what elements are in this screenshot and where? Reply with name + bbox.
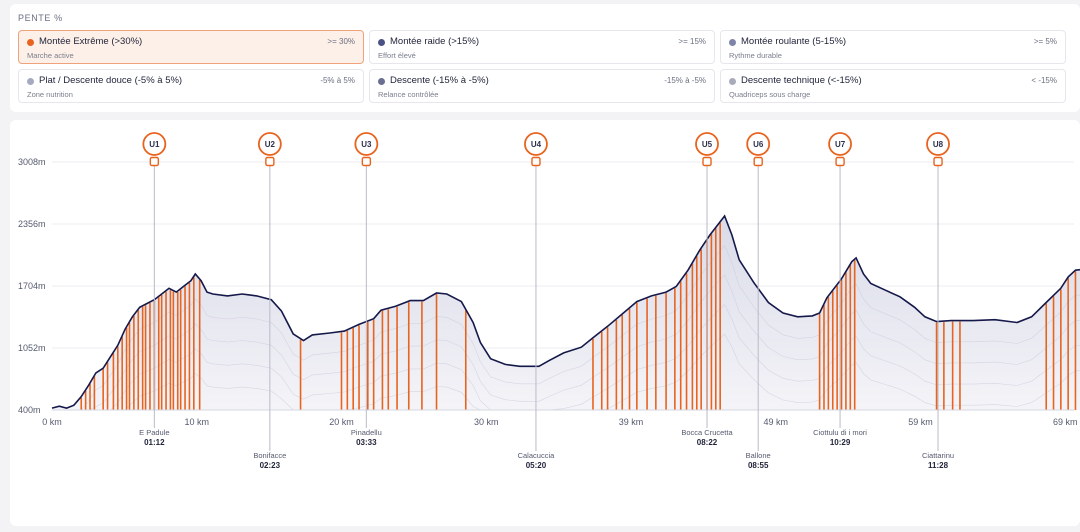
- checkpoint-name: E Padule: [139, 428, 169, 437]
- checkpoint-id: U5: [702, 140, 713, 149]
- checkpoint-id: U6: [753, 140, 764, 149]
- checkpoint-name: Ciattarinu: [922, 451, 954, 460]
- legend-item-description: Marche active: [27, 51, 74, 60]
- y-tick-label: 400m: [18, 405, 41, 415]
- checkpoint-time: 08:22: [697, 438, 718, 447]
- legend-item-range: -5% à 5%: [320, 76, 355, 85]
- checkpoint-name: Ballone: [746, 451, 771, 460]
- checkpoint-badge[interactable]: [257, 132, 282, 156]
- checkpoint-handle[interactable]: [149, 156, 160, 167]
- legend-color-dot-icon: [378, 39, 385, 46]
- checkpoint-badge[interactable]: [828, 132, 852, 156]
- checkpoint-handle[interactable]: [702, 156, 712, 167]
- legend-color-dot-icon: [729, 78, 736, 85]
- y-tick-label: 2356m: [18, 219, 46, 229]
- x-tick-label: 10 km: [184, 417, 209, 427]
- checkpoint-name: Bonifacce: [253, 451, 286, 460]
- legend-item-description: Effort élevé: [378, 51, 416, 60]
- checkpoint-id: U3: [361, 140, 372, 149]
- legend-color-dot-icon: [27, 78, 34, 85]
- legend-item-label: Descente (-15% à -5%): [390, 75, 489, 86]
- checkpoint-name: Ciottulu di i mori: [813, 428, 867, 437]
- checkpoint-id: U7: [835, 140, 846, 149]
- legend-item-label: Plat / Descente douce (-5% à 5%): [39, 75, 183, 86]
- checkpoint-id: U2: [265, 140, 276, 149]
- checkpoint-marker[interactable]: U1: [142, 132, 167, 167]
- checkpoint-marker[interactable]: U6: [746, 132, 771, 167]
- checkpoint-badge[interactable]: [524, 132, 548, 156]
- checkpoint-marker[interactable]: U8: [926, 132, 950, 167]
- legend-item-range: >= 30%: [327, 37, 355, 46]
- checkpoint-handle[interactable]: [753, 156, 763, 167]
- legend-item-range: >= 15%: [678, 37, 706, 46]
- x-tick-label: 69 km: [1053, 417, 1078, 427]
- checkpoint-badge[interactable]: [695, 132, 719, 156]
- checkpoint-handle[interactable]: [531, 156, 541, 167]
- x-tick-label: 20 km: [329, 417, 354, 427]
- legend-item-label: Montée raide (>15%): [390, 36, 479, 47]
- y-tick-label: 1704m: [18, 281, 46, 291]
- legend-item-4[interactable]: Plat / Descente douce (-5% à 5%) -5% à 5%…: [18, 69, 364, 103]
- checkpoint-time: 11:28: [928, 461, 949, 470]
- checkpoint-handle[interactable]: [933, 156, 943, 167]
- legend-item-5[interactable]: Descente (-15% à -5%) -15% à -5% Relance c…: [369, 69, 715, 103]
- legend-item-6[interactable]: Descente technique (<-15%) < -15% Quadrice…: [720, 69, 1066, 103]
- section-title: PENTE %: [18, 13, 63, 23]
- profile-line: [51, 214, 1080, 409]
- x-tick-label: 39 km: [619, 417, 644, 427]
- x-tick-label: 49 km: [763, 417, 788, 427]
- checkpoint-name: Pinadellu: [351, 428, 382, 437]
- x-tick-label: 59 km: [908, 417, 933, 427]
- checkpoint-time: 01:12: [144, 438, 165, 447]
- checkpoint-badge[interactable]: [142, 132, 167, 156]
- checkpoint-time: 05:20: [526, 461, 547, 470]
- checkpoint-badge[interactable]: [746, 132, 771, 156]
- checkpoint-id: U4: [531, 140, 542, 149]
- legend-item-label: Montée Extrême (>30%): [39, 36, 143, 47]
- checkpoint-badge[interactable]: [354, 132, 379, 156]
- checkpoint-name: Bocca Crucetta: [681, 428, 733, 437]
- legend-item-2[interactable]: Montée raide (>15%) >= 15% Effort élevé: [369, 30, 715, 64]
- legend-item-range: >= 5%: [1033, 37, 1057, 46]
- checkpoint-marker[interactable]: U7: [828, 132, 852, 167]
- legend-item-description: Zone nutrition: [27, 90, 73, 99]
- y-tick-label: 3008m: [18, 157, 46, 167]
- checkpoint-handle[interactable]: [361, 156, 372, 167]
- checkpoint-marker[interactable]: U3: [354, 132, 379, 167]
- checkpoint-handle[interactable]: [835, 156, 845, 167]
- checkpoint-time: 03:33: [356, 438, 377, 447]
- checkpoint-marker[interactable]: U2: [257, 132, 282, 167]
- y-tick-label: 1052m: [18, 343, 46, 353]
- checkpoint-id: U8: [933, 140, 944, 149]
- checkpoint-marker[interactable]: U5: [695, 132, 719, 167]
- profile-area: [52, 216, 1080, 410]
- checkpoint-name: Calacuccia: [518, 451, 556, 460]
- checkpoint-time: 02:23: [260, 461, 281, 470]
- legend-color-dot-icon: [27, 39, 34, 46]
- legend-item-description: Relance contrôlée: [378, 90, 439, 99]
- legend-item-range: < -15%: [1031, 76, 1057, 85]
- checkpoint-handle[interactable]: [265, 156, 275, 167]
- legend-item-label: Montée roulante (5-15%): [741, 36, 847, 47]
- legend-item-description: Quadriceps sous charge: [729, 90, 811, 99]
- checkpoint-time: 08:55: [748, 461, 769, 470]
- checkpoint-marker[interactable]: U4: [524, 132, 548, 167]
- legend-color-dot-icon: [729, 39, 736, 46]
- legend-item-3[interactable]: Montée roulante (5-15%) >= 5% Rythme durab…: [720, 30, 1066, 64]
- legend-color-dot-icon: [378, 78, 385, 85]
- legend-item-range: -15% à -5%: [664, 76, 706, 85]
- x-tick-label: 30 km: [474, 417, 499, 427]
- x-tick-label: 0 km: [42, 417, 62, 427]
- checkpoint-badge[interactable]: [926, 132, 950, 156]
- legend-item-description: Rythme durable: [729, 51, 782, 60]
- legend-item-label: Descente technique (<-15%): [741, 75, 862, 86]
- legend-item-1[interactable]: Montée Extrême (>30%) >= 30% Marche active: [18, 30, 364, 64]
- checkpoint-time: 10:29: [830, 438, 851, 447]
- checkpoint-id: U1: [149, 140, 160, 149]
